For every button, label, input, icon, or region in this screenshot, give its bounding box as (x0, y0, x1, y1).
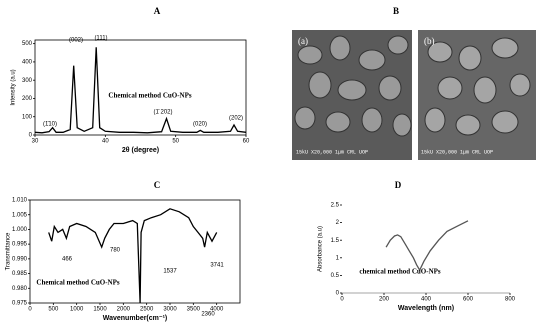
annotation: Chemical method CuO-NPs (108, 92, 191, 100)
peak-label: (002) (69, 38, 83, 44)
y-tick-label: 0 (336, 291, 340, 297)
y-tick-label: 1 (336, 255, 340, 261)
y-tick-label: 0.5 (331, 273, 340, 279)
sem-image-b: (b) 15kU X20,000 1μm CRL UOP (418, 30, 536, 160)
x-tick-label: 50 (172, 139, 179, 145)
y-axis-label: Absorbance (a.u) (318, 226, 324, 272)
y-axis-label: Transmittance (6, 232, 12, 270)
y-tick-label: 2 (336, 220, 340, 226)
y-tick-label: 0.975 (12, 301, 28, 307)
grain (325, 111, 351, 133)
x-tick-label: 400 (421, 297, 432, 303)
x-tick-label: 1500 (93, 307, 107, 313)
x-tick-label: 800 (505, 297, 516, 303)
peak-label: 780 (110, 248, 121, 254)
x-tick-label: 4000 (210, 307, 224, 313)
peak-label: 2360 (201, 312, 215, 318)
y-tick-label: 500 (22, 41, 33, 47)
x-axis-label: Wavenumber(cm⁻¹) (103, 315, 168, 322)
chart-title: D (395, 180, 402, 190)
y-tick-label: 2.5 (331, 203, 340, 209)
grain (509, 73, 531, 97)
x-tick-label: 0 (340, 297, 344, 303)
peak-label: (111) (94, 36, 107, 42)
image-label: (a) (298, 36, 308, 46)
x-tick-label: 1000 (70, 307, 84, 313)
x-axis-label: Wavelength (nm) (398, 305, 454, 312)
x-axis-label: 2θ (degree) (122, 147, 159, 154)
grain (297, 45, 323, 65)
grain (358, 49, 386, 71)
grain (378, 75, 402, 101)
y-tick-label: 0 (29, 133, 33, 139)
x-tick-label: 2000 (117, 307, 131, 313)
grain (361, 107, 383, 133)
peak-label: 466 (62, 257, 73, 263)
peak-label: (020) (193, 122, 207, 128)
grain (308, 71, 332, 99)
y-tick-label: 0.985 (12, 271, 28, 277)
sem-image-a: (a) 15kU X20,000 1μm CRL UOP (292, 30, 412, 160)
grain (329, 35, 351, 61)
peak-label: (1̄ 202) (153, 110, 172, 116)
panel-title: B (393, 6, 399, 16)
data-line (385, 220, 469, 272)
y-tick-label: 1.005 (12, 212, 28, 218)
grain (458, 45, 482, 71)
y-tick-label: 0.995 (12, 242, 28, 248)
image-label: (b) (424, 36, 435, 46)
y-tick-label: 0.990 (12, 256, 28, 262)
x-tick-label: 0 (28, 307, 32, 313)
plot-frame (29, 199, 241, 304)
grain (337, 79, 367, 101)
image-caption: 15kU X20,000 1μm CRL UOP (296, 149, 368, 155)
grain (427, 41, 453, 63)
x-tick-label: 600 (463, 297, 474, 303)
y-tick-label: 200 (22, 96, 33, 102)
y-tick-label: 1.5 (331, 238, 340, 244)
data-line (48, 208, 218, 304)
x-tick-label: 3500 (187, 307, 201, 313)
image-caption: 15kU X20,000 1μm CRL UOP (421, 149, 493, 155)
grain (473, 76, 497, 104)
x-tick-label: 500 (48, 307, 59, 313)
x-tick-label: 3000 (163, 307, 177, 313)
y-tick-label: 100 (22, 114, 33, 120)
y-tick-label: 400 (22, 60, 33, 66)
y-tick-label: 1.010 (12, 198, 28, 204)
x-tick-label: 200 (379, 297, 390, 303)
y-tick-label: 0.980 (12, 286, 28, 292)
peak-label: (1̄10) (43, 122, 57, 128)
chart-title: C (154, 180, 161, 190)
y-tick-label: 300 (22, 78, 33, 84)
grain (294, 106, 316, 130)
grain (424, 107, 446, 133)
y-tick-label: 1.000 (12, 227, 28, 233)
y-axis-label: Intensity (a.u) (11, 69, 17, 105)
data-line (34, 47, 247, 134)
grain (491, 110, 519, 134)
chart-title: A (154, 6, 161, 16)
grain (392, 113, 412, 137)
plot-frame (34, 39, 247, 136)
grain (455, 114, 481, 136)
x-tick-label: 30 (32, 139, 39, 145)
x-tick-label: 2500 (140, 307, 154, 313)
x-tick-label: 40 (102, 139, 109, 145)
peak-label: 1537 (163, 269, 177, 275)
peak-label: 3741 (210, 263, 224, 269)
annotation: chemical method CuO-NPs (359, 268, 441, 276)
annotation: Chemical method CuO-NPs (36, 279, 119, 287)
x-tick-label: 60 (243, 139, 250, 145)
grain (437, 76, 463, 100)
grain (387, 35, 409, 55)
peak-label: (202) (229, 116, 243, 122)
grain (491, 37, 519, 59)
